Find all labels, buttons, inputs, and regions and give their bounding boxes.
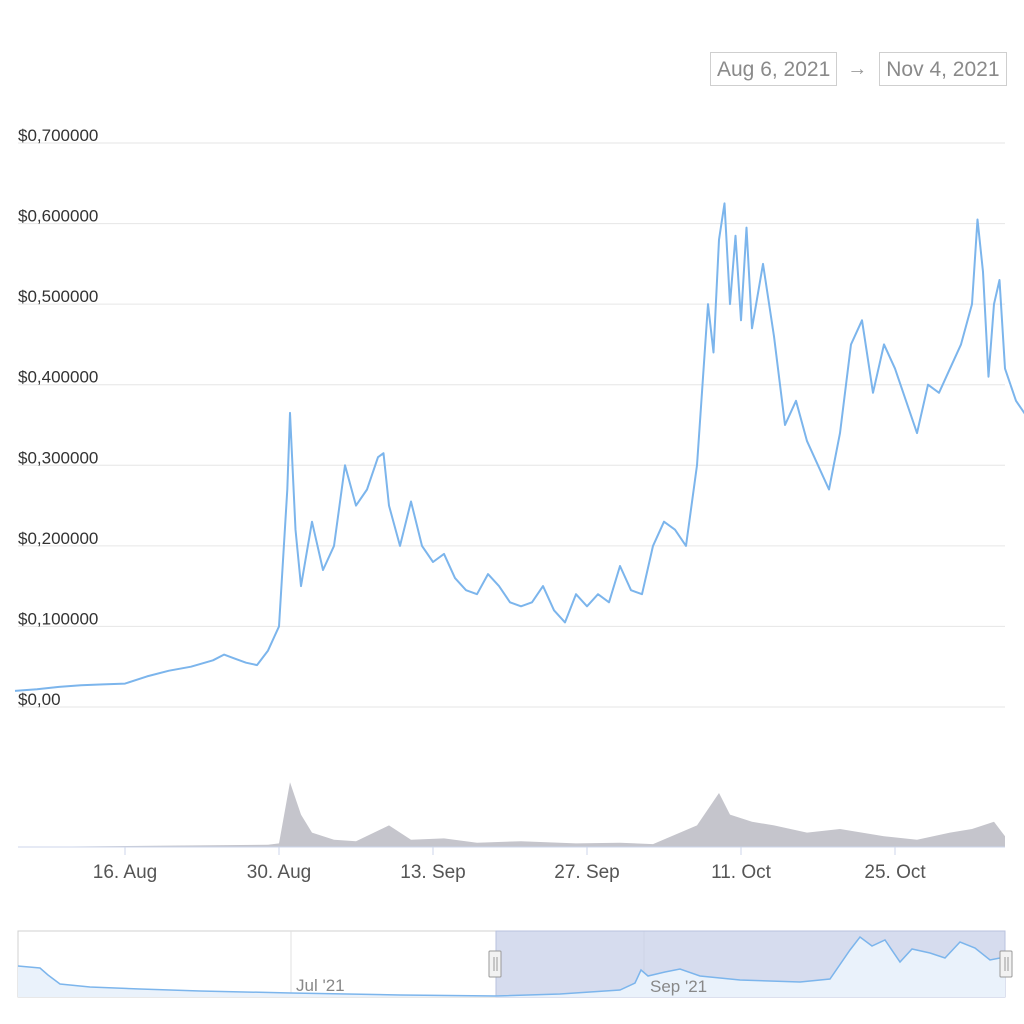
price-line bbox=[14, 202, 1024, 692]
grid-lines bbox=[18, 142, 1005, 708]
y-tick-label: $0,00 bbox=[18, 690, 61, 709]
y-tick-label: $0,500000 bbox=[18, 287, 98, 306]
volume-area bbox=[15, 782, 1005, 847]
x-tick-label: 27. Sep bbox=[554, 862, 620, 883]
navigator-label: Jul '21 bbox=[296, 976, 345, 995]
y-tick-label: $0,400000 bbox=[18, 368, 98, 387]
x-tick-label: 25. Oct bbox=[864, 862, 926, 883]
y-tick-label: $0,700000 bbox=[18, 126, 98, 145]
volume-fill bbox=[15, 782, 1005, 847]
navigator-label: Sep '21 bbox=[650, 977, 707, 996]
navigator-line bbox=[17, 935, 1006, 997]
range-start-input[interactable]: Aug 6, 2021 bbox=[710, 52, 838, 86]
date-range-selector: Aug 6, 2021 → Nov 4, 2021 bbox=[710, 52, 1007, 86]
y-tick-label: $0,600000 bbox=[18, 207, 98, 226]
navigator-right-handle[interactable] bbox=[999, 950, 1013, 978]
x-tick-label: 13. Sep bbox=[400, 862, 466, 883]
x-axis: 16. Aug 30. Aug 13. Sep 27. Sep 11. Oct 25. O… bbox=[18, 846, 1005, 883]
y-tick-label: $0,200000 bbox=[18, 529, 98, 548]
y-tick-label: $0,100000 bbox=[18, 609, 98, 628]
y-tick-label: $0,300000 bbox=[18, 448, 98, 467]
y-axis-labels: $0,700000 $0,600000 $0,500000 $0,400000 $0,3… bbox=[18, 126, 98, 709]
navigator-left-handle[interactable] bbox=[488, 950, 502, 978]
range-arrow: → bbox=[847, 57, 868, 80]
navigator[interactable]: Jul '21 Sep '21 bbox=[17, 930, 1013, 998]
x-tick-label: 11. Oct bbox=[711, 862, 772, 883]
x-tick-label: 30. Aug bbox=[247, 862, 311, 883]
price-series bbox=[14, 202, 1024, 692]
x-tick-label: 16. Aug bbox=[93, 862, 157, 883]
range-end-input[interactable]: Nov 4, 2021 bbox=[879, 52, 1007, 86]
navigator-area bbox=[18, 937, 1005, 997]
